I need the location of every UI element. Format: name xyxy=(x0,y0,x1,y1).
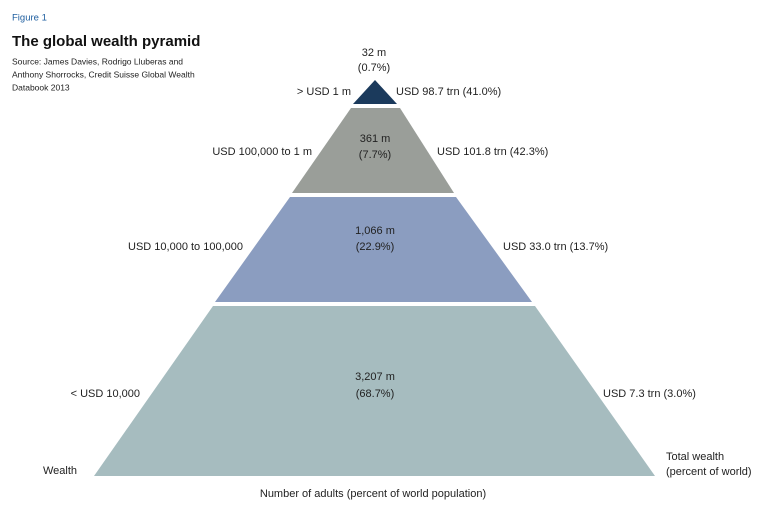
source-line: Source: James Davies, Rodrigo Lluberas a… xyxy=(12,56,183,66)
tier-wealth-range: USD 10,000 to 100,000 xyxy=(128,241,243,253)
tier-adults: 3,207 m xyxy=(355,371,395,383)
tier-adults-share: (0.7%) xyxy=(358,62,390,74)
tier-wealth-range: USD 100,000 to 1 m xyxy=(212,146,312,158)
tier-2 xyxy=(292,108,454,193)
tier-total-wealth: USD 7.3 trn (3.0%) xyxy=(603,388,696,400)
tier-top xyxy=(353,80,397,104)
source-line: Databook 2013 xyxy=(12,82,70,92)
source-line: Anthony Shorrocks, Credit Suisse Global … xyxy=(12,69,195,79)
tier-adults-share: (68.7%) xyxy=(356,388,395,400)
title: The global wealth pyramid xyxy=(12,33,200,50)
tier-wealth-range: > USD 1 m xyxy=(297,86,351,98)
tier-adults: 1,066 m xyxy=(355,225,395,237)
left-axis-label: Wealth xyxy=(43,465,77,477)
tier-total-wealth: USD 98.7 trn (41.0%) xyxy=(396,86,501,98)
right-axis-label: Total wealth xyxy=(666,451,724,463)
bottom-axis-label: Number of adults (percent of world popul… xyxy=(260,488,486,500)
tier-adults-share: (7.7%) xyxy=(359,149,391,161)
right-axis-label: (percent of world) xyxy=(666,466,752,478)
tier-adults: 361 m xyxy=(360,133,391,145)
tier-4 xyxy=(94,306,655,476)
tier-total-wealth: USD 101.8 trn (42.3%) xyxy=(437,146,548,158)
tier-3 xyxy=(215,197,532,302)
figure-label: Figure 1 xyxy=(12,13,47,24)
tier-adults-share: (22.9%) xyxy=(356,241,395,253)
tier-total-wealth: USD 33.0 trn (13.7%) xyxy=(503,241,608,253)
tier-wealth-range: < USD 10,000 xyxy=(71,388,140,400)
tier-adults: 32 m xyxy=(362,47,386,59)
